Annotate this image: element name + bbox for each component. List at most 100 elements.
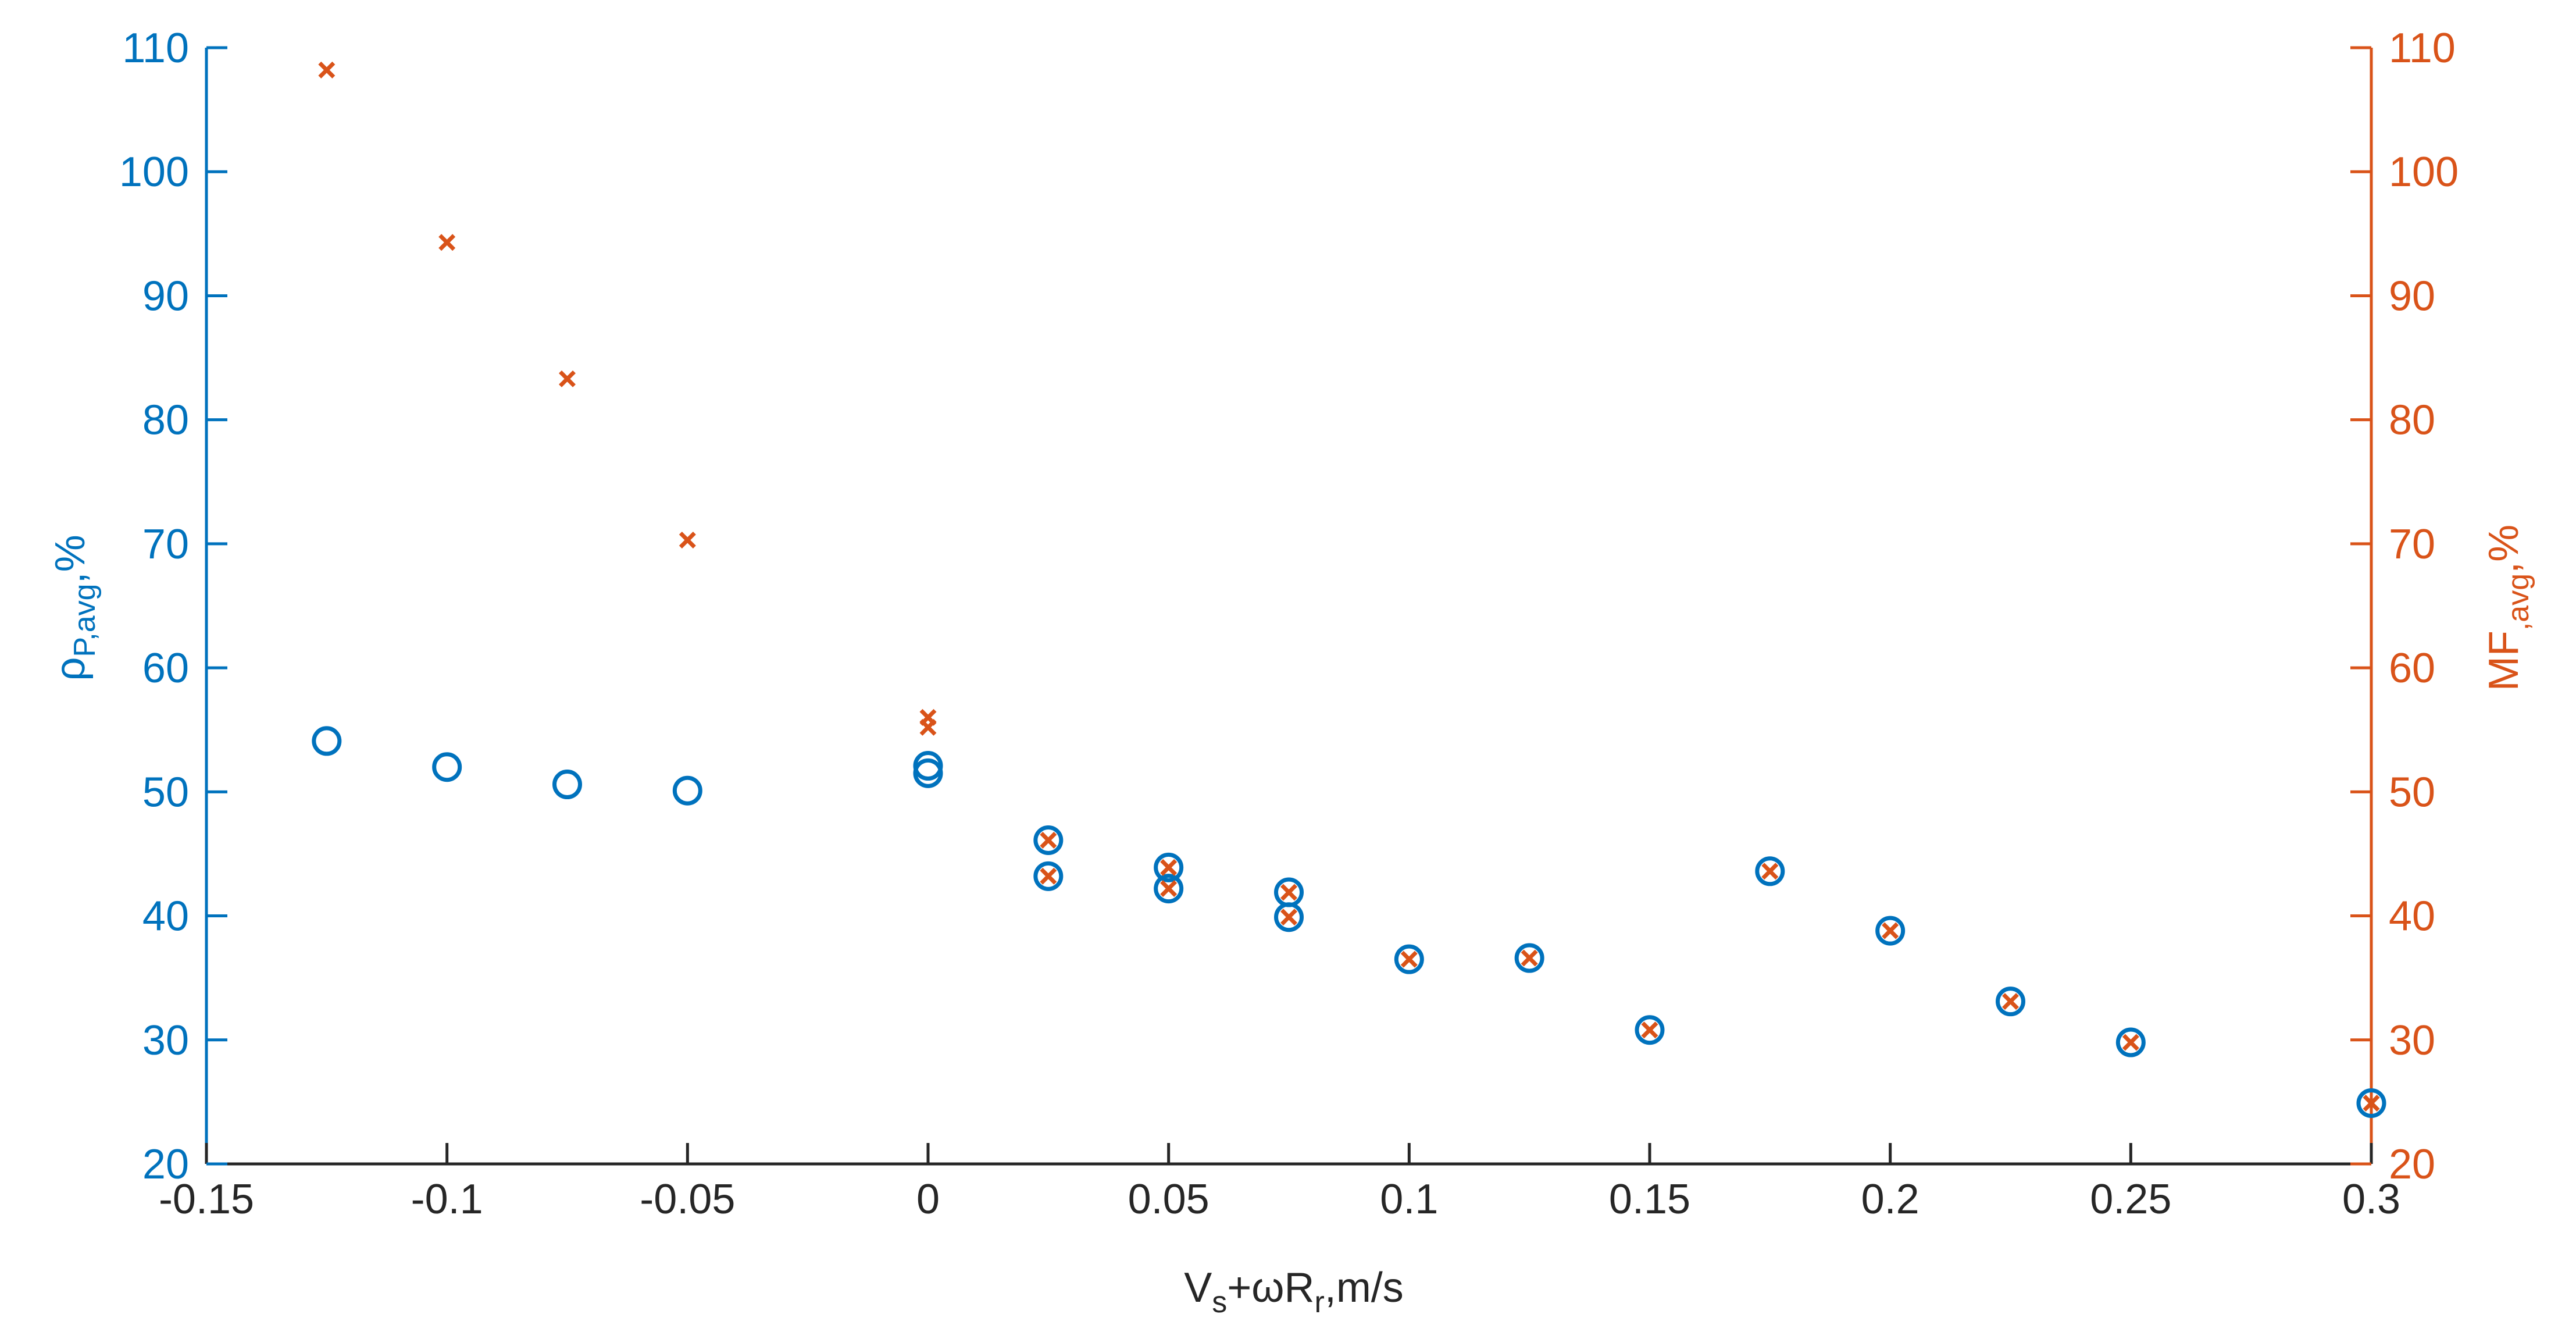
data-point-x [919,718,937,736]
y-right-label-tail: ,% [2481,525,2527,574]
y-right-tick-label: 110 [2389,25,2456,72]
data-point-x [438,234,456,251]
data-point-x [318,61,336,79]
y-left-label-base: ρ [47,657,94,681]
x-tick-label: 0.1 [1380,1176,1438,1223]
data-point-x [1882,922,1899,939]
data-point-x [2002,993,2019,1010]
data-point-x-stroke [1400,950,1418,968]
data-point-x-stroke [1040,867,1057,885]
y-right-label-base: MF [2481,631,2527,691]
data-point-x-stroke [438,234,456,251]
data-point-x-stroke [2363,1095,2380,1112]
data-point-circle [1635,1015,1665,1045]
y-left-tick-label: 40 [142,893,189,940]
y-left-tick-label: 100 [119,149,189,195]
y-right-tick-label: 20 [2389,1141,2435,1188]
data-point-x-stroke [1160,880,1178,898]
x-tick-label: 0 [916,1176,940,1223]
data-point-x-stroke [1882,922,1899,939]
x-tick-label: 0.3 [2342,1176,2400,1223]
y-right-tick-label: 90 [2389,273,2435,319]
y-right-tick-label: 60 [2389,645,2435,692]
axes-layer [205,48,2373,1166]
y-right-tick-label: 50 [2389,769,2435,815]
x-label-tail: ,m/s [1325,1265,1404,1311]
data-point-circle [1033,861,1064,891]
data-point-x-stroke [559,370,576,387]
data-point-circle [1755,856,1785,886]
data-point-circle [1274,902,1304,932]
y-left-tick-label: 60 [142,645,189,692]
data-point-circle [1996,987,2025,1017]
data-point-x-stroke [318,61,336,79]
data-point-x-stroke [1280,909,1297,926]
y-left-tick-label: 90 [142,273,189,319]
data-point-x [1400,950,1418,968]
data-point-x-stroke [679,532,696,549]
x-tick-label: 0.15 [1609,1176,1690,1223]
data-point-circle [672,775,702,806]
x-label-mid: +ωR [1227,1265,1314,1311]
y-right-tick-label: 70 [2389,521,2435,568]
data-point-circle [1033,825,1064,855]
y-right-tick-label: 80 [2389,397,2435,444]
data-point-circle [312,726,342,756]
y-left-tick-label: 80 [142,397,189,444]
y-right-tick-label: 30 [2389,1017,2435,1064]
y-left-tick-label: 30 [142,1017,189,1064]
data-point-x [2363,1095,2380,1112]
y-right-tick-label: 100 [2389,149,2459,195]
data-point-x [1521,949,1538,967]
data-point-x [1761,863,1779,880]
data-point-x-stroke [1160,859,1178,876]
x-tick-label: 0.2 [1861,1176,1919,1223]
x-tick-label: -0.1 [411,1176,483,1223]
data-point-circle [1514,943,1544,973]
ticks-layer: -0.15 -0.1 -0.05 0 0.05 0.1 0.15 0.2 0.25 0.320 20… [119,25,2459,1223]
data-point-x-stroke [1040,832,1057,849]
x-label-sub1: s [1212,1285,1227,1319]
x-tick-label: 0.05 [1128,1176,1209,1223]
y-left-label-tail: ,% [47,535,94,583]
data-point-x [1160,880,1178,898]
data-point-x [1641,1021,1658,1039]
x-label-sub2: r [1314,1285,1324,1319]
data-point-x [559,370,576,387]
data-point-x-stroke [1761,863,1779,880]
x-tick-label: -0.05 [640,1176,735,1223]
data-point-circle [552,770,582,800]
data-point-circle [2115,1027,2146,1057]
y-left-tick-label: 110 [122,25,189,72]
data-point-x [1280,909,1297,926]
data-point-circle [1154,874,1184,904]
data-point-circle [432,752,462,782]
data-point-x [1160,859,1178,876]
data-point-x-stroke [919,718,937,736]
data-point-x-stroke [1521,949,1538,967]
y-right-label-sub: ,avg [2502,574,2535,631]
data-point-x [2122,1034,2139,1051]
data-point-circle [913,758,943,788]
data-point-x [1280,884,1297,901]
data-point-x [1040,867,1057,885]
data-point-x-stroke [2002,993,2019,1010]
data-point-x [1040,832,1057,849]
y-right-tick-label: 40 [2389,893,2435,940]
x-axis-label: Vs+ωRr,m/s [1184,1265,1404,1319]
x-label-base: V [1184,1265,1212,1311]
x-tick-label: 0.25 [2090,1176,2171,1223]
x-tick-label: -0.15 [159,1176,254,1223]
points-layer [312,61,2386,1119]
data-point-x [679,532,696,549]
data-point-circle [1875,916,1906,946]
y-left-tick-label: 70 [142,521,189,568]
y-axis-left-label: ρP,avg,% [47,535,102,681]
y-left-label-sub: P,avg [68,583,102,657]
data-point-x-stroke [1641,1021,1658,1039]
data-point-circle [1394,944,1424,974]
y-axis-right-label: MF,avg,% [2481,525,2535,691]
y-left-tick-label: 20 [142,1141,189,1188]
